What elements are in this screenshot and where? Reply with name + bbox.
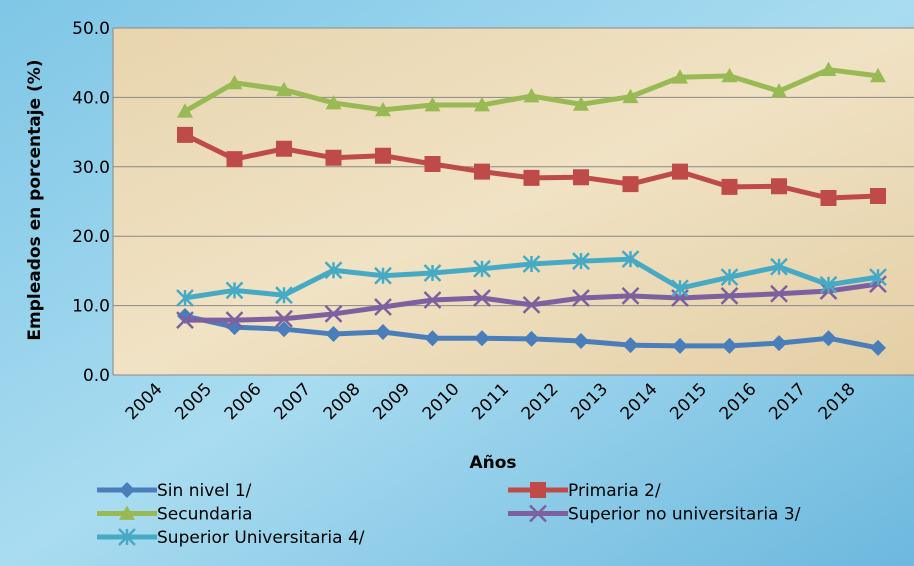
marker (473, 259, 491, 278)
marker (621, 287, 640, 305)
marker (820, 61, 837, 77)
marker (523, 169, 540, 186)
legend-label: Superior Universitaria 4/ (157, 528, 365, 548)
legend-label: Sin nivel 1/ (157, 481, 252, 501)
marker (473, 289, 491, 307)
legend-label: Primaria 2/ (568, 481, 661, 501)
marker (573, 332, 589, 349)
series (177, 308, 886, 356)
marker (424, 156, 441, 173)
marker (572, 252, 590, 271)
marker (720, 268, 739, 287)
marker (870, 187, 886, 204)
marker (621, 250, 640, 268)
marker (177, 103, 193, 118)
marker (176, 289, 194, 307)
marker (870, 67, 886, 83)
y-tick-label: 10.0 (72, 297, 110, 317)
marker (622, 88, 639, 104)
marker (325, 94, 342, 110)
y-tick-label: 20.0 (72, 227, 110, 247)
marker (523, 330, 540, 347)
marker (275, 309, 293, 328)
marker (119, 505, 135, 520)
marker (572, 289, 590, 307)
legend-label: Superior no universitaria 3/ (568, 505, 801, 525)
legend-label: Secundaria (157, 505, 252, 525)
marker (276, 81, 292, 97)
marker (721, 337, 738, 354)
marker (573, 169, 589, 186)
marker (771, 335, 787, 352)
marker (324, 305, 343, 323)
marker (529, 504, 547, 523)
marker (522, 296, 541, 314)
marker (226, 151, 243, 168)
marker (226, 74, 243, 90)
marker (622, 176, 639, 193)
marker (672, 163, 688, 180)
y-tick-label: 40.0 (72, 88, 110, 108)
marker (573, 96, 589, 111)
marker (325, 149, 342, 166)
x-axis-title: Años (469, 453, 516, 473)
series (177, 61, 886, 118)
marker (721, 67, 738, 83)
series (176, 250, 887, 307)
y-axis-title: Empleados en porcentaje (%) (25, 59, 45, 340)
series (176, 275, 887, 330)
marker (820, 190, 837, 207)
marker (721, 178, 738, 195)
marker (375, 323, 391, 340)
marker (672, 69, 688, 84)
marker (374, 266, 392, 285)
marker (423, 264, 442, 282)
marker (424, 97, 441, 112)
marker (522, 255, 541, 273)
marker (324, 261, 343, 280)
marker (771, 83, 787, 98)
marker (424, 330, 441, 347)
marker (176, 311, 194, 330)
marker (119, 482, 135, 498)
marker (819, 275, 838, 294)
marker (276, 321, 292, 338)
marker (870, 339, 886, 356)
marker (225, 311, 244, 330)
marker (375, 101, 391, 117)
marker (474, 97, 490, 112)
marker (423, 291, 442, 309)
y-tick-label: 0.0 (83, 366, 110, 386)
marker (622, 337, 639, 354)
marker (177, 126, 193, 143)
marker (869, 268, 887, 287)
series (177, 126, 886, 207)
marker (325, 326, 342, 343)
marker (672, 337, 688, 354)
marker (474, 330, 490, 347)
marker (671, 279, 689, 298)
marker (276, 140, 292, 157)
marker (720, 287, 739, 305)
marker (523, 88, 540, 103)
marker (375, 147, 391, 164)
marker (118, 528, 136, 546)
marker (770, 257, 788, 276)
marker (374, 298, 392, 316)
marker (820, 330, 837, 347)
marker (225, 281, 244, 300)
marker (770, 284, 788, 303)
y-tick-label: 30.0 (72, 158, 110, 178)
marker (474, 163, 490, 180)
marker (771, 178, 787, 195)
marker (530, 482, 546, 498)
y-tick-label: 50.0 (72, 19, 110, 39)
marker (275, 286, 293, 305)
